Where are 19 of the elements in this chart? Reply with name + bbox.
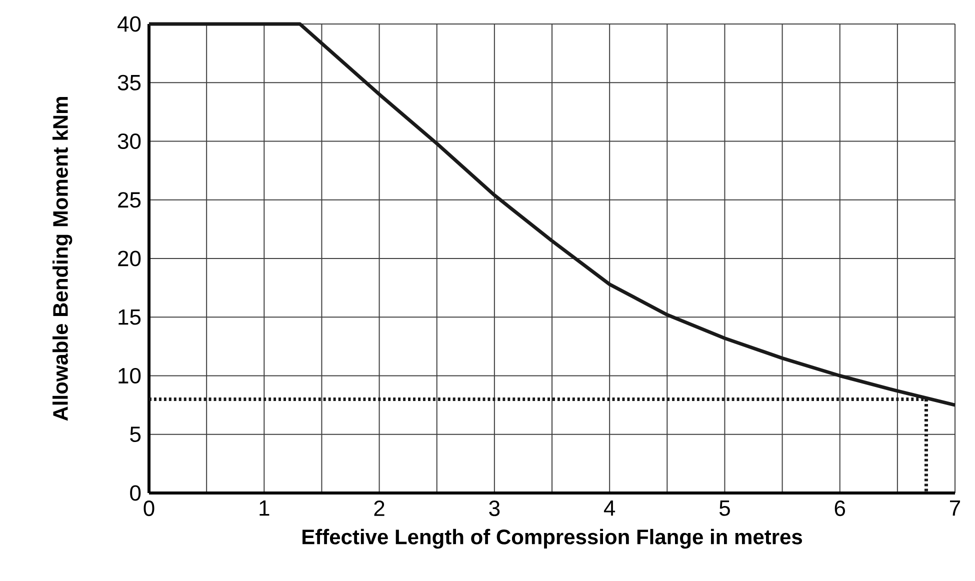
- y-tick-label: 5: [130, 426, 141, 442]
- x-axis-title: Effective Length of Compression Flange in metres: [302, 528, 802, 549]
- x-tick-label: 5: [719, 500, 730, 516]
- y-tick-label: 0: [130, 485, 141, 501]
- y-tick-label: 40: [118, 16, 141, 32]
- x-tick-label: 2: [374, 500, 384, 516]
- y-tick-label: 25: [118, 192, 141, 208]
- y-axis-title: Allowable Bending Moment kNm: [52, 97, 72, 421]
- x-tick-label: 1: [260, 500, 270, 516]
- y-tick-label: 20: [118, 250, 141, 266]
- y-tick-label: 15: [118, 309, 141, 325]
- y-tick-label: 10: [118, 368, 141, 384]
- x-tick-label: 4: [604, 500, 616, 516]
- x-tick-label: 7: [950, 500, 960, 516]
- x-tick-label: 3: [489, 500, 500, 516]
- x-tick-label: 0: [144, 500, 154, 516]
- y-tick-label: 35: [118, 74, 141, 90]
- x-tick-label: 6: [834, 500, 846, 516]
- y-tick-label: 30: [118, 133, 141, 150]
